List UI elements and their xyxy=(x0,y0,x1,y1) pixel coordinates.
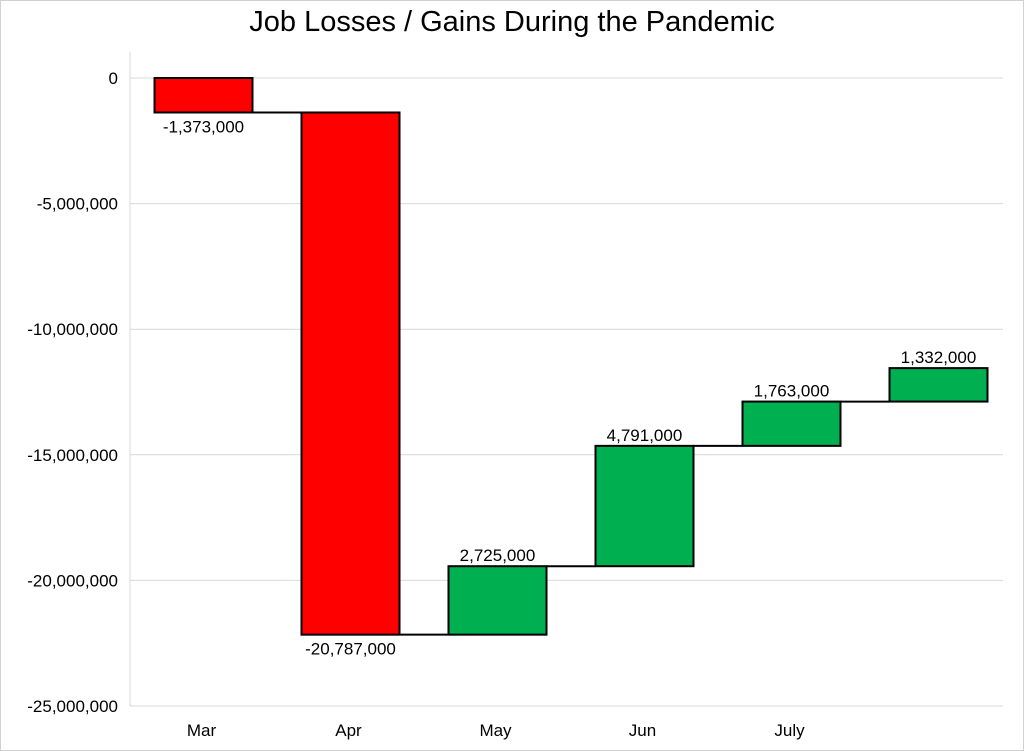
x-tick-label: July xyxy=(774,721,805,740)
data-labels: -1,373,000 -20,787,000 2,725,000 4,791,000 1… xyxy=(163,117,976,658)
data-label: 2,725,000 xyxy=(460,546,536,565)
bars xyxy=(153,77,989,636)
y-tick-label: -10,000,000 xyxy=(27,320,118,339)
x-tick-label: Jun xyxy=(629,721,656,740)
waterfall-bar xyxy=(153,77,254,114)
chart-title: Job Losses / Gains During the Pandemic xyxy=(249,6,775,38)
x-tick-label: May xyxy=(479,721,512,740)
data-label: 4,791,000 xyxy=(607,426,683,445)
y-tick-label: -5,000,000 xyxy=(37,195,118,214)
x-tick-label: Apr xyxy=(335,721,362,740)
y-tick-label: -20,000,000 xyxy=(27,571,118,590)
waterfall-bar xyxy=(594,444,695,568)
tick-labels: 0 -5,000,000 -10,000,000 -15,000,000 -20,000… xyxy=(27,69,805,740)
data-label: 1,763,000 xyxy=(754,382,830,401)
data-label: -1,373,000 xyxy=(163,117,244,136)
y-tick-label: -25,000,000 xyxy=(27,697,118,716)
grid-lines xyxy=(130,77,1003,707)
data-label: 1,332,000 xyxy=(901,348,977,367)
connector-lines xyxy=(252,111,890,636)
y-tick-label: 0 xyxy=(109,69,118,88)
waterfall-bar xyxy=(447,565,548,636)
waterfall-bar xyxy=(888,367,989,403)
y-tick-label: -15,000,000 xyxy=(27,446,118,465)
waterfall-bar xyxy=(741,400,842,447)
data-label: -20,787,000 xyxy=(305,640,396,659)
waterfall-bar xyxy=(300,111,401,636)
x-tick-label: Mar xyxy=(187,721,217,740)
